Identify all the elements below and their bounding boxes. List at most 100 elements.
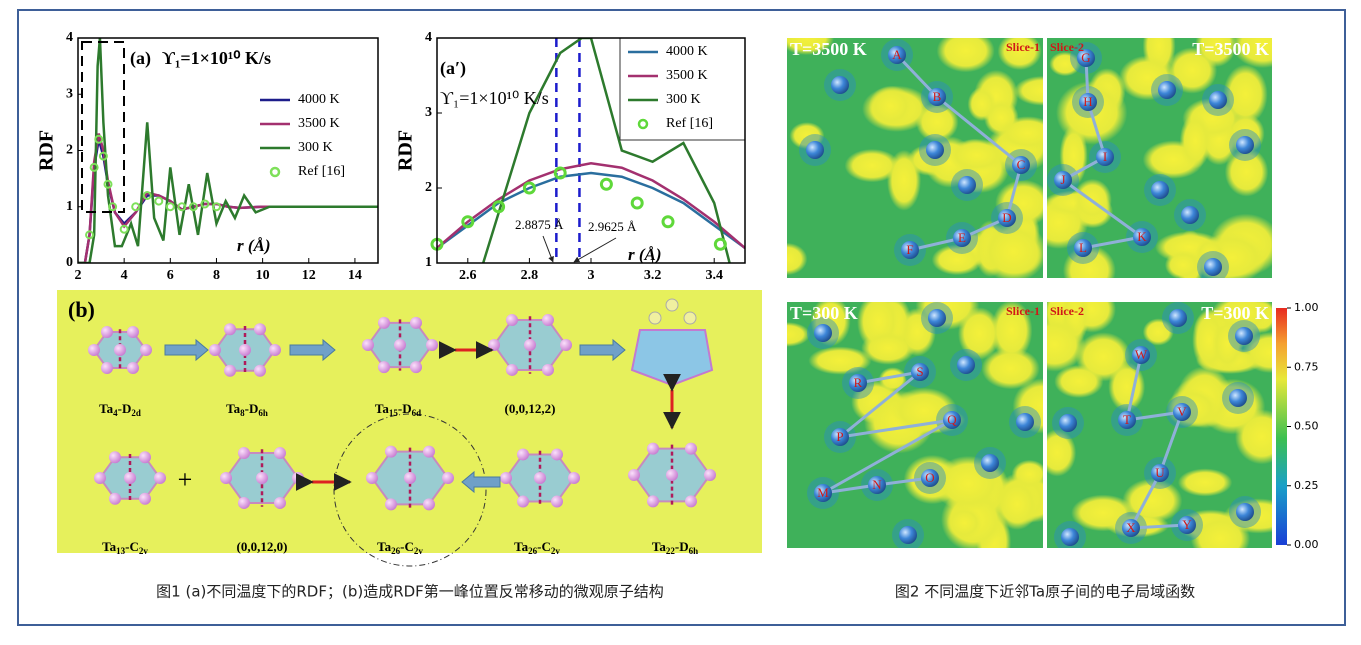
- label-part: 2v: [551, 546, 561, 556]
- data-point: [131, 202, 141, 212]
- y-axis-label: RDF: [36, 130, 58, 171]
- atom: [366, 472, 378, 484]
- elf-blob: [787, 242, 808, 276]
- colorbar-label: 0.50: [1294, 420, 1319, 433]
- elf-blob: [861, 331, 916, 365]
- x-axis-label: r (Å): [628, 245, 662, 264]
- atom: [957, 356, 975, 374]
- x-tick-label: 3.4: [705, 268, 723, 283]
- atom: [1012, 156, 1030, 174]
- elf-blob: [957, 307, 1001, 360]
- annotation: ϒ₁=1×10¹⁰ K/s: [440, 88, 549, 108]
- data-point: [89, 162, 99, 172]
- x-axis-label: r (Å): [237, 236, 271, 255]
- y-tick-label: 0: [66, 255, 73, 270]
- atom: [254, 323, 266, 336]
- atom: [94, 472, 106, 484]
- reference-arrow: [542, 235, 554, 263]
- atom: [1178, 516, 1196, 534]
- atom: [1209, 91, 1227, 109]
- elf-blob: [1195, 38, 1237, 68]
- atom: [666, 469, 678, 481]
- atom-label: L: [1079, 240, 1087, 255]
- atom: [1169, 309, 1187, 327]
- atom: [404, 472, 416, 484]
- atom: [647, 442, 659, 455]
- atom: [109, 451, 121, 464]
- atom: [1151, 464, 1169, 482]
- series-line: [437, 161, 745, 249]
- atom: [274, 496, 286, 509]
- x-tick-label: 2.8: [521, 268, 539, 283]
- atom-label: M: [817, 485, 829, 500]
- atom: [1079, 93, 1097, 111]
- atom-label: W: [1135, 347, 1148, 362]
- series-line: [437, 171, 745, 250]
- elf-blob: [997, 116, 1043, 151]
- label-part: -C: [125, 539, 139, 554]
- atom: [958, 176, 976, 194]
- atom: [1096, 148, 1114, 166]
- elf-blob: [844, 148, 900, 183]
- label-part: Ta: [375, 401, 389, 416]
- atom: [685, 495, 697, 508]
- elf-blob: [946, 506, 983, 540]
- arrow: [289, 338, 336, 362]
- data-point: [553, 166, 567, 180]
- elf-blob: [936, 38, 995, 73]
- atom: [1229, 389, 1247, 407]
- structure-label: Ta13-C2v: [102, 539, 148, 556]
- atom: [806, 141, 824, 159]
- x-tick-label: 10: [256, 268, 270, 283]
- atom: [506, 363, 518, 376]
- atom: [238, 496, 250, 509]
- atom: [426, 339, 438, 351]
- bond: [1062, 178, 1143, 239]
- atom: [101, 362, 113, 375]
- label-part: (0,0,12,0): [237, 539, 288, 554]
- data-point: [661, 215, 675, 229]
- atom: [224, 364, 236, 377]
- cluster-face: [630, 329, 714, 387]
- elf-blob: [947, 138, 1006, 173]
- plot-frame: [77, 37, 379, 264]
- legend-swatch: [637, 118, 649, 130]
- elf-map: W T V U X Y T=300 K Slice-2: [1047, 302, 1272, 548]
- structure-label: Ta26-C2v: [514, 539, 560, 556]
- structure-label: Ta15-D6d: [375, 401, 421, 418]
- elf-blob: [1011, 459, 1043, 489]
- y-tick-label: 1: [425, 255, 432, 270]
- data-point: [85, 230, 95, 240]
- atom: [385, 498, 397, 511]
- bond: [1005, 164, 1023, 219]
- label-part: -D: [118, 401, 132, 416]
- atom: [109, 492, 121, 505]
- atom: [1061, 528, 1079, 546]
- arrow: [164, 338, 209, 362]
- data-point: [142, 191, 152, 200]
- atom: [899, 526, 917, 544]
- atom: [648, 311, 662, 325]
- atom: [378, 361, 390, 374]
- caption: 图1 (a)不同温度下的RDF；(b)造成RDF第一峰位置反常移动的微观原子结构: [156, 583, 664, 601]
- atom: [814, 324, 832, 342]
- elf-blob: [808, 346, 872, 375]
- reference-label: 2.9625 Å: [588, 219, 637, 234]
- y-axis-label: RDF: [395, 130, 417, 171]
- data-point: [103, 179, 113, 189]
- label-part: -C: [400, 539, 414, 554]
- atom: [256, 472, 268, 484]
- structure-label: (0,0,12,0): [237, 539, 288, 554]
- elf-blob: [1212, 317, 1244, 371]
- label-part: -C: [537, 539, 551, 554]
- elf-blob: [995, 478, 1039, 530]
- x-tick-label: 8: [213, 268, 220, 283]
- y-tick-label: 4: [66, 30, 73, 45]
- structure-label: (0,0,12,2): [505, 401, 556, 416]
- elf-blob: [1122, 478, 1183, 524]
- atom-label: O: [925, 470, 934, 485]
- atom-label: P: [836, 429, 843, 444]
- y-tick-label: 4: [425, 30, 432, 45]
- atom: [442, 472, 454, 484]
